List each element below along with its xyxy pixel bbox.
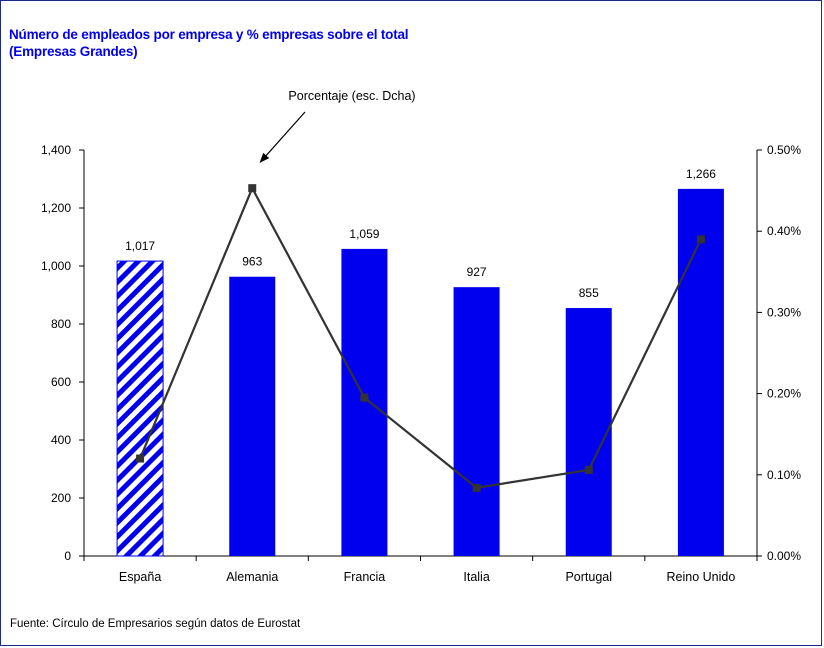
x-category-label: Reino Unido [667,570,736,584]
line-marker [360,393,369,402]
x-category-label: Portugal [565,570,612,584]
chart-title-line-1: Número de empleados por empresa y % empr… [9,27,409,42]
right-tick-label: 0.10% [767,468,801,482]
right-tick-label: 0.30% [767,305,801,319]
left-tick-label: 400 [51,433,71,447]
bars-layer [116,188,724,557]
x-category-label: Italia [463,570,489,584]
bar [565,308,612,556]
line-series-layer [136,184,705,492]
x-category-label: España [119,570,161,584]
bar [453,287,500,556]
bar [341,248,388,556]
line-marker [584,465,593,474]
right-tick-label: 0.20% [767,387,801,401]
left-tick-label: 1,400 [41,143,71,157]
left-tick-label: 1,200 [41,201,71,215]
x-category-label: Francia [344,570,386,584]
bar [677,188,724,557]
bar-value-label: 1,059 [349,227,379,241]
left-tick-label: 1,000 [41,259,71,273]
chart-title-line-2: (Empresas Grandes) [9,44,138,59]
bar-value-label: 927 [467,265,487,279]
bar [229,276,276,556]
annotation-text: Porcentaje (esc. Dcha) [288,89,415,103]
labels-layer: 1,017 963 1,059 927 855 1,266 España Alemania Fr… [119,167,735,584]
left-tick-label: 800 [51,317,71,331]
percentage-line [139,185,702,489]
source-note: Fuente: Círculo de Empresarios según dat… [10,618,301,630]
line-marker [696,235,705,244]
right-tick-label: 0.40% [767,224,801,238]
right-tick-label: 0.50% [767,143,801,157]
bar-value-label: 963 [242,255,262,269]
right-tick-label: 0.00% [767,549,801,563]
bar-value-label: 855 [579,286,599,300]
bar-value-label: 1,266 [686,167,716,181]
axes-layer: 0 200 400 600 800 1,000 1,200 1,400 0.00% 0.10% 0.… [41,143,801,563]
bar-value-label: 1,017 [125,239,155,253]
line-marker [472,483,481,492]
line-marker [136,454,145,463]
line-marker [248,184,257,193]
annotation-layer: Porcentaje (esc. Dcha) [259,89,416,163]
left-tick-label: 0 [64,549,71,563]
left-tick-label: 600 [51,375,71,389]
bar [116,260,164,557]
chart-title: Número de empleados por empresa y % empr… [9,26,409,60]
left-tick-label: 200 [51,491,71,505]
x-category-label: Alemania [226,570,278,584]
annotation-arrow [259,111,306,163]
